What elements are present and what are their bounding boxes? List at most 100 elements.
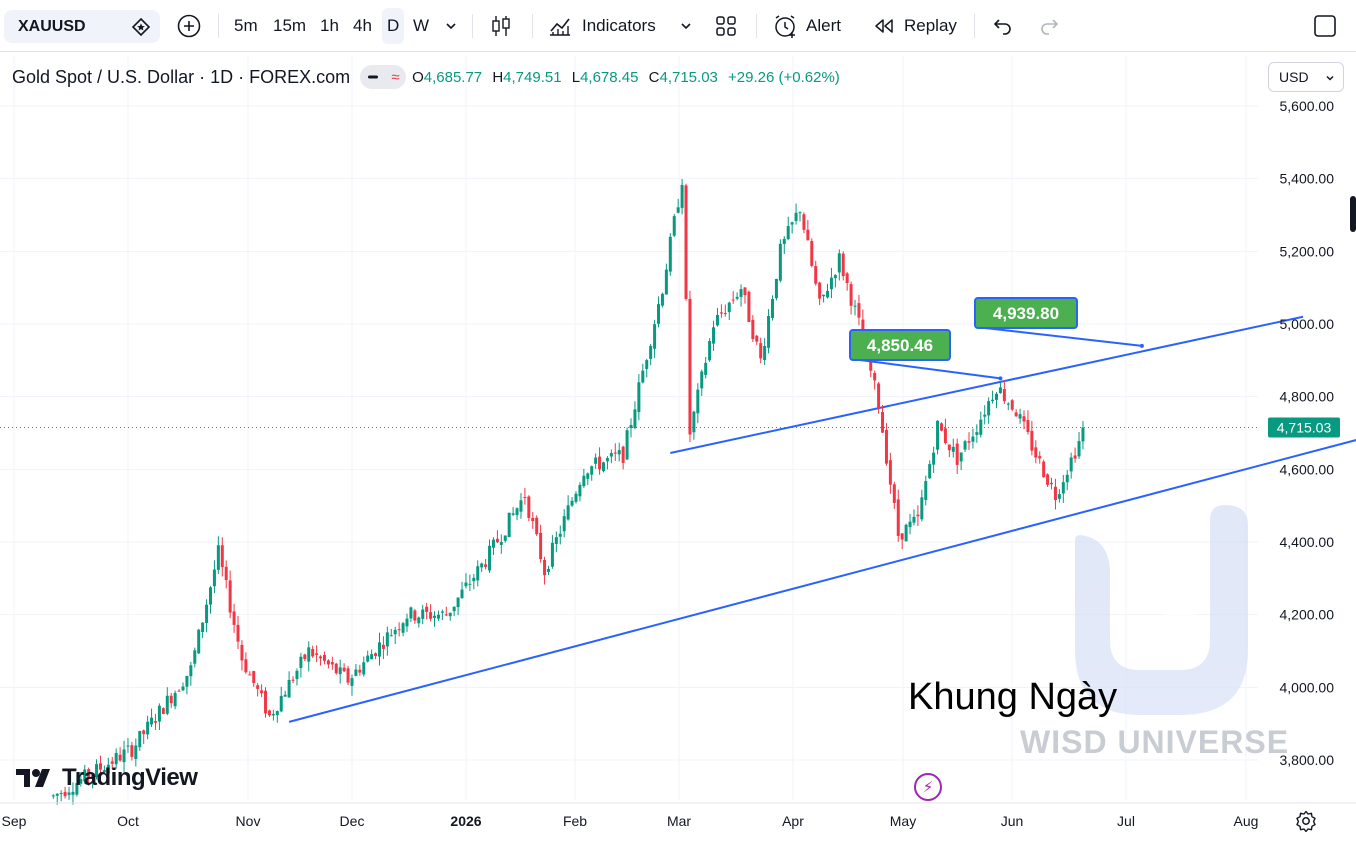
redo-icon[interactable]: [1038, 0, 1062, 52]
candle-body: [98, 763, 102, 770]
interval-1w[interactable]: W: [413, 16, 430, 35]
candle-body: [1030, 430, 1034, 451]
interval-15m[interactable]: 15m: [273, 16, 307, 35]
indicators-chevron-icon[interactable]: [679, 0, 693, 52]
candle-body: [983, 414, 987, 417]
candle-body: [63, 791, 67, 797]
candle-body: [531, 517, 535, 522]
candle-body: [87, 769, 91, 778]
interval-5m[interactable]: 5m: [234, 16, 258, 35]
candle-body: [295, 670, 299, 680]
candle-body: [205, 604, 209, 623]
candle-body: [692, 411, 696, 433]
candle-body: [888, 460, 892, 485]
candle-body: [539, 532, 543, 560]
price-scale-handle[interactable]: [1350, 196, 1356, 232]
candle-body: [55, 793, 59, 796]
trend-line: [288, 438, 1356, 723]
candle-body: [582, 475, 586, 487]
price-tick-label: 5,400.00: [1280, 171, 1335, 187]
symbol-search[interactable]: XAUUSD: [4, 10, 160, 43]
lightning-bolt-icon[interactable]: ⚡: [914, 773, 942, 801]
candle-body: [987, 401, 991, 416]
candle-body: [185, 675, 189, 687]
fullscreen-icon[interactable]: [1312, 0, 1338, 52]
candle-body: [330, 662, 334, 665]
candle-body: [256, 685, 260, 689]
candle-body: [142, 730, 146, 735]
candle-body: [704, 362, 708, 375]
candle-body: [1014, 412, 1018, 417]
candle-body: [731, 299, 735, 301]
candle-body: [841, 253, 845, 277]
price-tick-label: 3,800.00: [1280, 752, 1335, 768]
interval-1d[interactable]: D: [382, 8, 405, 44]
candle-body: [338, 667, 342, 675]
favorite-icon[interactable]: [130, 16, 152, 43]
candle-body: [829, 277, 833, 290]
currency-select[interactable]: USD: [1268, 62, 1344, 92]
replay-button[interactable]: Replay: [872, 0, 957, 52]
indicators-button[interactable]: Indicators: [548, 0, 656, 52]
candles-chart-type-icon[interactable]: [490, 0, 512, 52]
interval-4h[interactable]: 4h: [353, 16, 372, 35]
candle-body: [303, 654, 307, 659]
candle-body: [723, 313, 727, 315]
candle-body: [515, 508, 519, 516]
candle-body: [755, 335, 759, 342]
interval-dropdown-chevron-icon[interactable]: [444, 0, 458, 52]
candle-body: [421, 609, 425, 619]
candle-body: [884, 429, 888, 464]
undo-icon[interactable]: [990, 0, 1014, 52]
candle-body: [511, 513, 515, 515]
candle-body: [377, 642, 381, 657]
candle-body: [484, 564, 488, 567]
candle-body: [657, 304, 661, 324]
candle-body: [818, 282, 822, 299]
candle-body: [995, 393, 998, 400]
candle-body: [680, 184, 684, 208]
price-tick-label: 5,000.00: [1280, 316, 1335, 332]
candle-body: [696, 389, 700, 414]
candle-body: [892, 484, 896, 503]
time-tick-label: Mar: [667, 813, 691, 829]
candle-body: [778, 243, 782, 281]
interval-1h[interactable]: 1h: [320, 16, 339, 35]
candle-body: [751, 319, 755, 340]
compare-symbol-icon[interactable]: [176, 0, 202, 52]
candle-body: [562, 516, 566, 532]
candle-body: [244, 659, 248, 673]
candle-body: [822, 294, 826, 297]
candle-body: [767, 316, 771, 348]
candle-body: [1069, 457, 1073, 472]
price-chart[interactable]: 5,600.00 5,400.00 5,200.00 5,000.00 4,800.00…: [0, 52, 1356, 841]
settings-gear-icon[interactable]: [1295, 810, 1317, 837]
candle-body: [153, 721, 157, 723]
tradingview-logo[interactable]: TradingView: [16, 764, 198, 792]
candle-body: [625, 430, 629, 460]
candle-body: [743, 287, 747, 296]
layouts-grid-icon[interactable]: [714, 0, 738, 52]
price-tick-label: 4,200.00: [1280, 607, 1335, 623]
tradingview-logo-icon: [16, 769, 50, 787]
candle-body: [79, 778, 83, 784]
candle-body: [873, 372, 877, 381]
candle-body: [904, 524, 908, 542]
candle-body: [401, 623, 405, 633]
candle-body: [814, 266, 818, 284]
legend-toggle[interactable]: ≈: [360, 65, 407, 89]
low-value: 4,678.45: [580, 68, 639, 86]
candle-body: [798, 212, 802, 214]
candle-body: [83, 769, 87, 782]
candle-body: [212, 569, 216, 587]
candle-body: [594, 457, 598, 464]
candle-body: [452, 606, 456, 612]
rewind-icon: [875, 19, 893, 33]
candle-body: [350, 678, 354, 686]
candle-body: [146, 721, 150, 735]
candle-body: [684, 185, 688, 299]
candle-body: [381, 644, 385, 649]
candle-body: [621, 446, 625, 463]
candle-body: [464, 582, 468, 587]
alert-button[interactable]: Alert: [772, 0, 841, 52]
